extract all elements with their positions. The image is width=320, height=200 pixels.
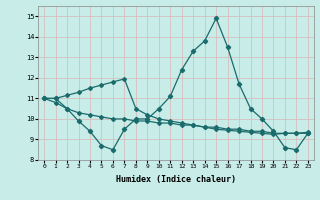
X-axis label: Humidex (Indice chaleur): Humidex (Indice chaleur): [116, 175, 236, 184]
